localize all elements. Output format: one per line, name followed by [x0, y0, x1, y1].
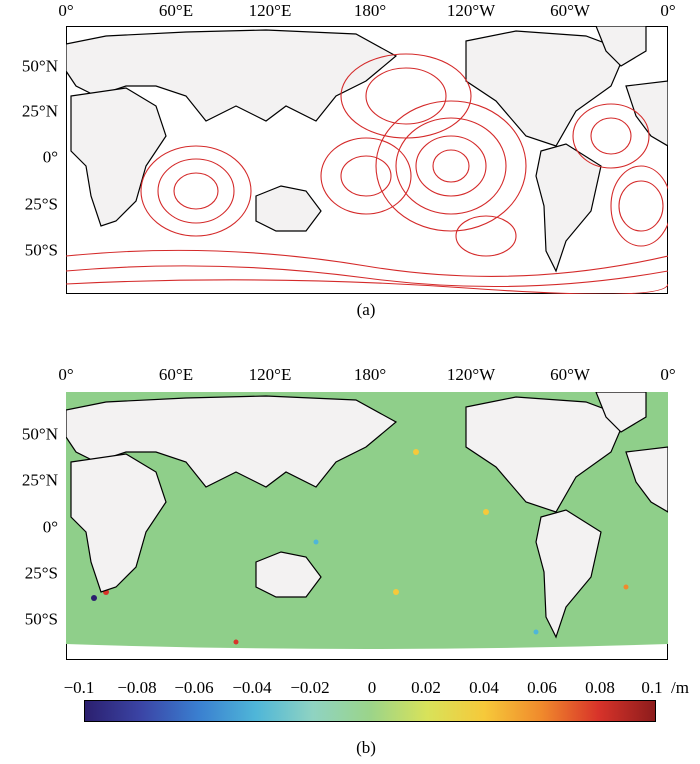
colorbar-label-3: −0.04: [232, 678, 272, 697]
panel-a-lon-tick-180: 180°: [353, 1, 387, 20]
panel-b-lon-tick-60w: 60°W: [550, 365, 590, 384]
panel-b-label: (b): [356, 738, 376, 757]
colorbar-gradient: [84, 700, 656, 722]
map-b-south-america: [535, 509, 602, 639]
panel-a-lon-tick-0: 0°: [58, 1, 74, 20]
map-a-contour: [340, 155, 392, 197]
panel-a-lon-tick-60e: 60°E: [158, 1, 194, 20]
colorbar-label-9: 0.08: [585, 678, 615, 697]
map-a-africa: [70, 87, 167, 227]
map-a-contour: [432, 149, 470, 183]
map-b-australia: [255, 551, 322, 598]
map-a-contour: [395, 117, 507, 215]
panel-b-lat-tick-50s: 50°S: [24, 609, 58, 629]
colorbar-label-4: −0.02: [290, 678, 330, 697]
colorbar-label-1: −0.08: [117, 678, 157, 697]
map-a-contour: [365, 67, 447, 125]
map-a-contour: [173, 172, 219, 210]
map-a-north-america: [465, 30, 627, 147]
map-a-australia: [255, 185, 322, 232]
colorbar-label-7: 0.04: [469, 678, 499, 697]
panel-b-lon-tick-180: 180°: [353, 365, 387, 384]
map-a-contour: [66, 265, 668, 288]
panel-a-lon-tick-360: 0°: [660, 1, 676, 20]
panel-b-lat-tick-25n: 25°N: [21, 470, 58, 490]
map-a-contour: [340, 53, 472, 139]
map-a-south-america: [535, 143, 602, 273]
panel-b-lat-tick-0: 0°: [42, 517, 58, 537]
panel-b-lon-tick-360: 0°: [660, 365, 676, 384]
map-a-contour: [140, 145, 252, 237]
colorbar-label-10: 0.1: [641, 678, 663, 697]
colorbar-label-0: −0.1: [63, 678, 95, 697]
colorbar-label-5: 0: [367, 678, 377, 697]
colorbar-unit: /m: [671, 678, 689, 697]
panel-a-label: (a): [356, 300, 376, 319]
map-a-contour: [66, 279, 668, 294]
map-a-contour: [157, 158, 235, 224]
panel-a-lat-tick-50n: 50°N: [21, 56, 58, 76]
colorbar-label-8: 0.06: [527, 678, 557, 697]
map-a-contours: [66, 53, 668, 294]
panel-a-lon-tick-60w: 60°W: [550, 1, 590, 20]
map-a-contour: [415, 135, 487, 197]
map-a-contour: [375, 100, 527, 232]
panel-a-lon-tick-120w: 120°W: [446, 1, 496, 20]
map-a-contour: [572, 103, 650, 169]
map-b-north-america: [465, 396, 627, 513]
panel-b-lon-tick-120w: 120°W: [446, 365, 496, 384]
map-a-contour: [618, 180, 664, 232]
panel-b-lat-tick-50n: 50°N: [21, 424, 58, 444]
panel-a-lon-tick-120e: 120°E: [248, 1, 292, 20]
map-b-land: [66, 392, 668, 639]
colorbar-label-6: 0.02: [411, 678, 441, 697]
panel-a-lat-tick-25s: 25°S: [24, 194, 58, 214]
map-a-greenland: [595, 26, 647, 67]
map-a-contour: [320, 137, 412, 215]
panel-b-lon-tick-120e: 120°E: [248, 365, 292, 384]
panel-b-lon-tick-60e: 60°E: [158, 365, 194, 384]
panel-b-lon-tick-0: 0°: [58, 365, 74, 384]
map-b: [66, 392, 668, 660]
map-b-africa: [70, 453, 167, 593]
map-a-contour: [66, 249, 668, 277]
map-a-contour: [455, 215, 517, 257]
map-b-greenland: [595, 392, 647, 433]
colorbar: [84, 700, 656, 722]
panel-a-lat-tick-0: 0°: [42, 147, 58, 167]
map-a: [66, 26, 668, 294]
panel-a-lat-tick-25n: 25°N: [21, 101, 58, 121]
panel-a-lat-tick-50s: 50°S: [24, 240, 58, 260]
map-a-contour: [590, 117, 632, 155]
panel-b-lat-tick-25s: 25°S: [24, 563, 58, 583]
map-b-europe-east: [625, 446, 668, 513]
map-a-land: [66, 26, 668, 273]
colorbar-label-2: −0.06: [174, 678, 214, 697]
map-a-contour: [610, 165, 668, 247]
